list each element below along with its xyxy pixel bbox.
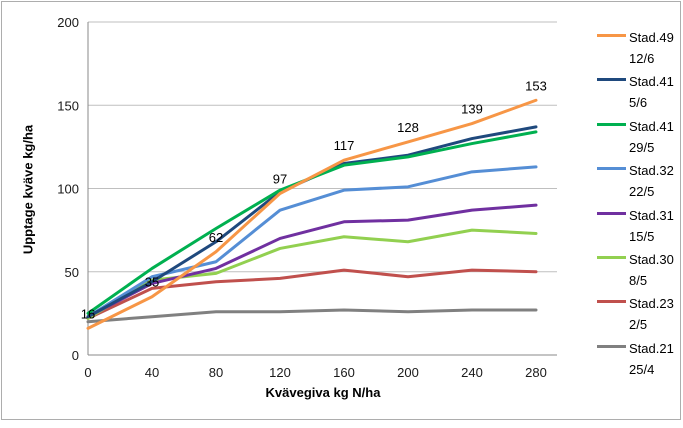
legend-swatch [597,256,626,259]
series-line-stad21-25-4 [86,308,538,324]
legend-label: Stad.41 29/5 [629,116,674,158]
legend-series-name: Stad.31 [629,207,674,223]
legend-series-date: 8/5 [629,273,648,288]
y-tick-label-200: 200 [57,15,79,30]
chart-legend: Stad.49 12/6 Stad.41 5/6 Stad.41 29/5 Stad.32 2… [590,0,682,420]
x-axis-title: Kvävegiva kg N/ha [265,385,381,400]
data-label-153: 153 [525,78,547,93]
legend-series-date: 5/6 [629,95,648,111]
legend-series-name: Stad.32 [629,163,674,179]
y-tick-label-0: 0 [72,348,79,363]
legend-item-stad32-22-5: Stad.32 22/5 [590,159,682,203]
legend-series-date: 12/6 [629,51,655,66]
legend-series-name: Stad.41 [629,118,674,134]
data-label-128: 128 [397,120,419,135]
legend-swatch [597,300,626,304]
legend-item-stad41-5-6: Stad.41 5/6 [590,70,682,114]
legend-series-date: 22/5 [629,184,655,200]
x-tick-label-240: 240 [461,365,483,380]
series-line-stad23-2-5 [86,268,538,320]
y-axis-title: Upptage kväve kg/ha [20,124,36,255]
legend-series-name: Stad.41 [629,74,674,90]
legend-series-date: 15/5 [629,228,655,244]
data-label-62: 62 [209,230,223,245]
legend-swatch [597,344,626,348]
legend-series-date: 25/4 [629,361,655,377]
legend-series-date: 2/5 [629,317,648,333]
series-line-stad31-15-5 [86,203,538,319]
legend-series-name: Stad.49 [629,30,674,45]
legend-item-stad41-29-5: Stad.41 29/5 [590,115,682,159]
x-tick-label-200: 200 [397,365,419,380]
legend-item-stad21-25-4: Stad.21 25/4 [590,337,682,381]
legend-label: Stad.21 25/4 [629,338,674,380]
data-label-139: 139 [461,102,483,117]
series-line-stad49-12-6 [86,98,538,330]
x-tick-label-280: 280 [525,365,547,380]
legend-swatch [597,34,626,37]
x-tick-label-80: 80 [209,365,223,380]
x-tick-label-120: 120 [269,365,291,380]
legend-series-date: 29/5 [629,139,655,155]
data-label-117: 117 [334,138,355,153]
legend-item-stad31-15-5: Stad.31 15/5 [590,204,682,248]
legend-label: Stad.23 2/5 [629,293,674,335]
legend-label: Stad.32 22/5 [629,160,674,202]
legend-label: Stad.49 12/6 [629,27,674,69]
legend-item-stad49-12-6: Stad.49 12/6 [590,26,682,70]
y-tick-label-100: 100 [57,182,79,197]
legend-series-name: Stad.21 [629,340,674,356]
legend-item-stad30-8-5: Stad.30 8/5 [590,248,682,292]
legend-series-name: Stad.30 [629,252,674,267]
legend-label: Stad.30 8/5 [629,249,674,291]
legend-series-name: Stad.23 [629,296,674,312]
chart-frame [1,1,681,420]
legend-swatch [597,78,626,82]
legend-label: Stad.31 15/5 [629,205,674,247]
y-tick-label-150: 150 [57,98,79,113]
x-tick-label-40: 40 [145,365,159,380]
legend-swatch [597,122,626,126]
data-label-16: 16 [81,306,95,321]
legend-item-stad23-2-5: Stad.23 2/5 [590,292,682,336]
data-label-97: 97 [273,171,287,186]
legend-swatch [597,211,626,215]
x-tick-label-160: 160 [333,365,355,380]
legend-label: Stad.41 5/6 [629,71,674,113]
series-line-stad30-8-5 [86,228,538,320]
data-label-35: 35 [145,275,159,290]
x-tick-label-0: 0 [84,365,91,380]
y-tick-label-50: 50 [65,265,79,280]
legend-swatch [597,167,626,171]
